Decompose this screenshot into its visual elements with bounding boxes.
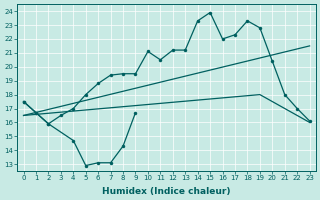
X-axis label: Humidex (Indice chaleur): Humidex (Indice chaleur) — [102, 187, 231, 196]
